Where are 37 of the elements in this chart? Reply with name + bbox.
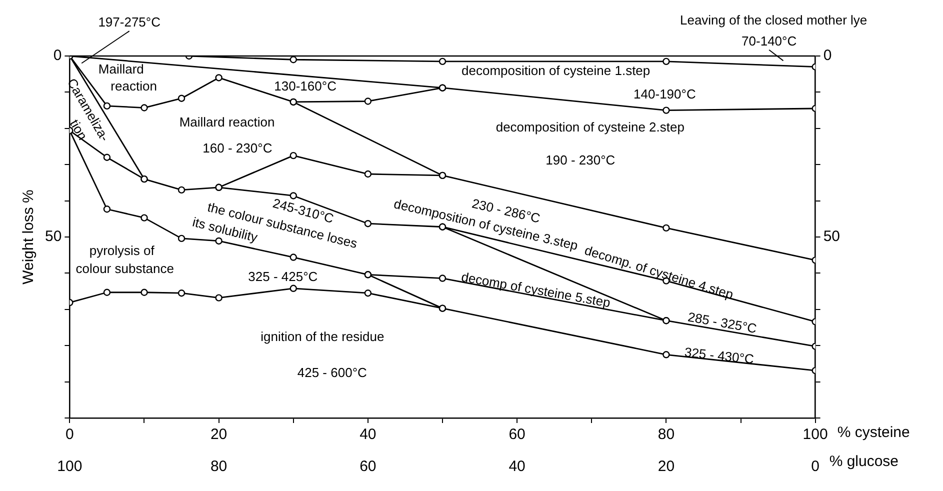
annotation: 190 - 230°C (546, 152, 616, 168)
annotation: reaction (110, 78, 157, 94)
y2-tick-label: 50 (823, 228, 840, 246)
annotation: 425 - 600°C (297, 365, 367, 380)
y-axis-title: Weight loss % (20, 190, 38, 284)
text: 70-140°C (742, 33, 797, 48)
x-tick-label: 20 (210, 426, 228, 444)
annotation: 140-190°C (634, 86, 696, 102)
x-tick-label: 100 (802, 426, 828, 444)
annotation: decomposition of cysteine 2.step (496, 119, 684, 134)
annotation: 325 - 430°C (684, 344, 755, 367)
annotation: ignition of the residue (260, 329, 384, 344)
annotation: 160 - 230°C (202, 140, 272, 156)
annotation: colour substance (76, 261, 174, 276)
x-tick-label: 0 (66, 426, 74, 444)
x2-tick-label: 100 (57, 458, 82, 476)
x-tick-label: 40 (360, 426, 376, 444)
annotation: Maillard reaction (179, 114, 275, 130)
x-tick-label: 60 (508, 426, 526, 444)
text: Leaving of the closed mother lye (680, 12, 868, 28)
x-axis-title: % cysteine (837, 424, 910, 442)
x2-tick-label: 60 (360, 458, 376, 476)
x-tick-label: 80 (658, 426, 675, 444)
annotation: pyrolysis of (89, 243, 155, 258)
x2-axis-title: % glucose (829, 453, 899, 470)
annotation: 285 - 325°C (686, 309, 758, 336)
annotation: decomposition of cysteine 1.step (462, 62, 650, 78)
x2-tick-label: 0 (811, 458, 820, 476)
y2-tick-label: 0 (823, 47, 832, 64)
annotation: decomp of cysteine 5.step (460, 269, 612, 310)
x2-tick-label: 80 (210, 458, 228, 476)
x2-tick-label: 20 (658, 458, 675, 476)
text: 197-275°C (98, 14, 160, 30)
annotation: Maillard (98, 62, 144, 77)
annotation: 130-160°C (274, 78, 336, 94)
annotation: 325 - 425°C (248, 268, 318, 284)
x2-tick-label: 40 (508, 458, 526, 476)
